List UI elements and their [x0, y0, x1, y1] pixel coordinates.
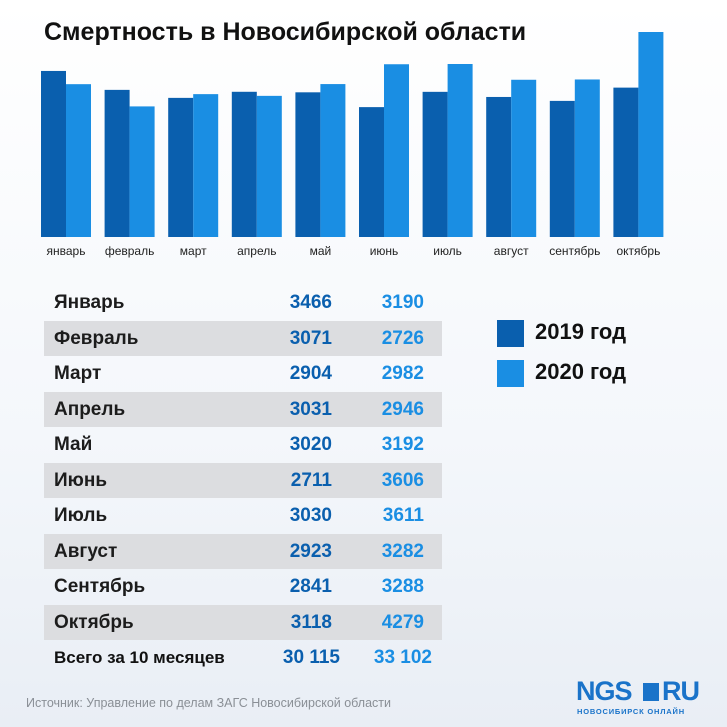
- table-value-2020: 3288: [381, 576, 424, 597]
- bar-2019-7: [486, 96, 512, 237]
- table-row: Апрель 3031 2946: [44, 391, 442, 427]
- x-tick-label: август: [494, 244, 529, 258]
- table-month: Август: [54, 540, 118, 562]
- table-value-2020: 3192: [381, 434, 424, 455]
- bar-2020-1: [129, 106, 155, 237]
- logo-suffix: RU: [662, 676, 700, 706]
- table-row: Январь 3466 3190: [44, 285, 442, 321]
- table-value-2019: 3071: [289, 327, 332, 349]
- x-tick-label: март: [180, 244, 207, 258]
- table-value-2019: 3466: [289, 292, 332, 313]
- table-value-2019: 3031: [289, 398, 332, 420]
- data-table: Январь 3466 3190 Февраль 3071 2726 Март 2904 298…: [44, 285, 442, 640]
- bar-2020-2: [193, 94, 219, 238]
- table-row: Март 2904 2982: [44, 356, 442, 392]
- ngs-logo: NGS RU НОВОСИБИРСК ОНЛАЙН: [576, 676, 706, 716]
- table-value-2020: 3611: [382, 505, 424, 526]
- table-value-2020: 2726: [381, 327, 424, 349]
- bar-2019-4: [295, 92, 321, 237]
- table-value-2020: 3606: [381, 469, 424, 491]
- table-value-2020: 4279: [381, 611, 424, 633]
- table-month: Июнь: [54, 469, 108, 491]
- bar-2020-9: [638, 32, 664, 237]
- table-value-2019: 2904: [289, 363, 332, 384]
- table-value-2020: 2982: [381, 363, 424, 384]
- logo-tagline: НОВОСИБИРСК ОНЛАЙН: [577, 707, 685, 716]
- x-tick-label: июнь: [370, 244, 399, 258]
- bar-2019-0: [41, 70, 66, 237]
- bar-2019-1: [104, 89, 130, 237]
- bar-2019-3: [231, 91, 257, 237]
- total-2020: 33 102: [373, 647, 432, 668]
- bar-2019-6: [422, 91, 448, 237]
- table-month: Май: [54, 434, 93, 455]
- table-row: Февраль 3071 2726: [44, 320, 442, 356]
- table-value-2020: 2946: [381, 398, 424, 420]
- source-note: Источник: Управление по делам ЗАГС Новос…: [26, 696, 391, 710]
- bar-2019-8: [549, 100, 575, 237]
- bar-2020-6: [447, 64, 473, 237]
- page-title: Смертность в Новосибирской области: [44, 18, 527, 46]
- table-row: Сентябрь 2841 3288: [44, 569, 442, 605]
- table-month: Июль: [54, 505, 108, 526]
- table-value-2019: 3030: [289, 505, 332, 526]
- table-row: Октябрь 3118 4279: [44, 604, 442, 640]
- table-month: Октябрь: [54, 611, 134, 633]
- table-value-2019: 2841: [289, 576, 332, 597]
- total-2019: 30 115: [282, 647, 340, 668]
- x-tick-label: февраль: [105, 244, 155, 258]
- total-label: Всего за 10 месяцев: [54, 648, 225, 667]
- legend-swatch-2019: [497, 320, 524, 347]
- bar-2020-5: [384, 64, 409, 238]
- logo-square-icon: [643, 683, 659, 701]
- x-tick-label: июль: [433, 244, 462, 258]
- total-row: Всего за 10 месяцев 30 115 33 102: [44, 641, 442, 675]
- table-row: Май 3020 3192: [44, 427, 442, 463]
- table-row: Июнь 2711 3606: [44, 462, 442, 498]
- bar-2020-8: [574, 79, 600, 238]
- bar-2019-9: [613, 87, 639, 237]
- legend-swatch-2020: [497, 360, 524, 387]
- legend-label-2019: 2019 год: [535, 319, 627, 344]
- bar-2020-0: [66, 84, 91, 237]
- logo-brand: NGS: [576, 676, 633, 706]
- table-row: Июль 3030 3611: [44, 498, 442, 534]
- x-tick-label: январь: [47, 244, 86, 258]
- x-tick-label: октябрь: [616, 244, 660, 258]
- x-tick-label: май: [310, 244, 332, 258]
- x-tick-label: апрель: [237, 244, 276, 258]
- table-value-2019: 3020: [289, 434, 332, 455]
- table-month: Февраль: [54, 327, 139, 349]
- table-value-2019: 3118: [290, 611, 332, 633]
- table-value-2020: 3282: [381, 540, 424, 562]
- table-row: Август 2923 3282: [44, 533, 442, 569]
- bar-2019-2: [168, 97, 194, 237]
- table-value-2019: 2711: [290, 469, 332, 491]
- table-month: Апрель: [54, 398, 126, 420]
- table-value-2019: 2923: [289, 540, 332, 562]
- bar-2020-7: [511, 79, 537, 237]
- bar-2019-5: [359, 107, 384, 237]
- bar-chart: январь февраль март апрель май июнь июль август…: [41, 32, 664, 258]
- table-value-2020: 3190: [381, 292, 424, 313]
- legend-label-2020: 2020 год: [535, 359, 627, 384]
- table-month: Март: [54, 363, 102, 384]
- bar-2020-3: [256, 95, 282, 238]
- bar-2020-4: [320, 84, 346, 237]
- table-month: Сентябрь: [54, 576, 146, 597]
- x-tick-label: сентябрь: [549, 244, 600, 258]
- table-month: Январь: [54, 292, 125, 313]
